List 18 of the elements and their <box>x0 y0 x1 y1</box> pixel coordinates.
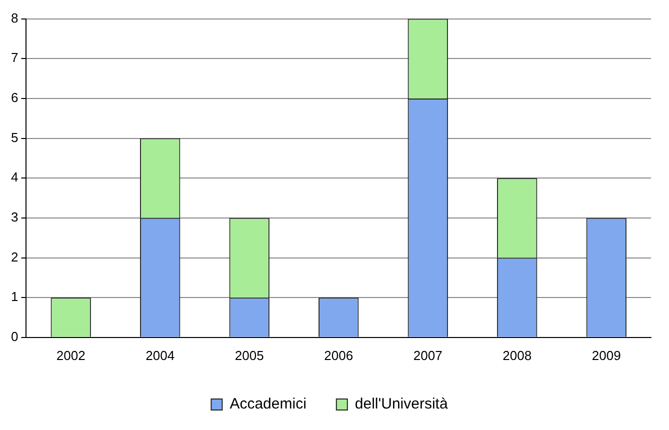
y-tick-label: 0 <box>10 328 18 344</box>
y-tick-label: 7 <box>10 50 18 66</box>
legend-label: dell'Università <box>354 396 448 413</box>
x-tick-label: 2009 <box>592 348 621 363</box>
y-tick-label: 8 <box>10 10 18 26</box>
y-tick-label: 2 <box>10 249 18 264</box>
x-tick-label: 2008 <box>502 348 532 363</box>
y-tick-label: 1 <box>10 289 18 304</box>
x-tick-label: 2002 <box>56 348 86 363</box>
x-tick-label: 2007 <box>413 348 442 363</box>
y-tick-label: 5 <box>10 130 18 145</box>
y-tick-label: 3 <box>10 210 18 225</box>
x-tick-label: 2005 <box>234 348 264 363</box>
x-tick-label: 2006 <box>324 348 354 363</box>
x-tick-label: 2004 <box>146 348 175 363</box>
y-tick-label: 4 <box>10 170 18 185</box>
legend-label: Accademici <box>230 396 306 413</box>
y-tick-label: 6 <box>10 90 18 106</box>
